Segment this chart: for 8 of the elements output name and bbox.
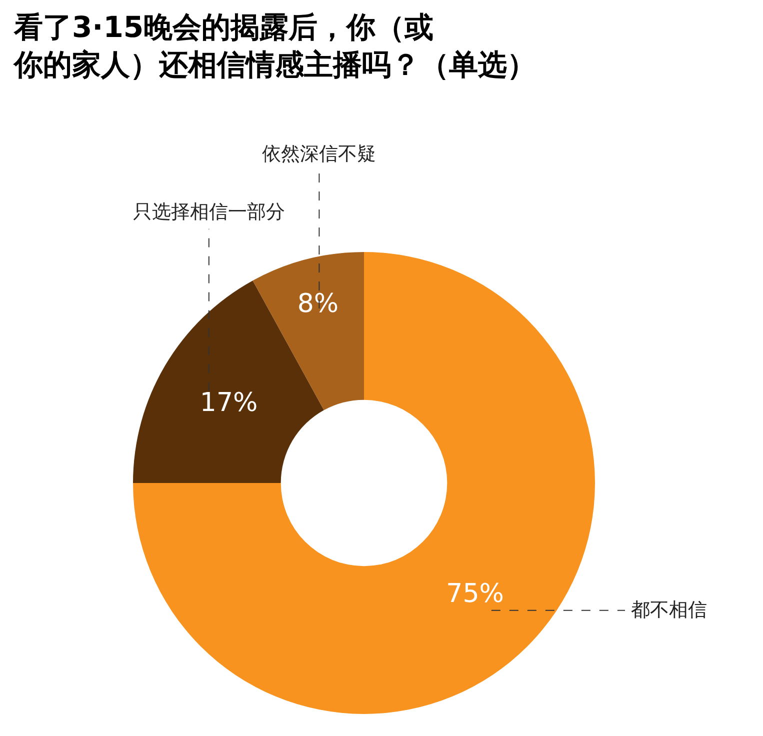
donut-slice	[133, 252, 595, 714]
data-label: 75%	[446, 579, 504, 610]
slice-label: 依然深信不疑	[262, 143, 376, 165]
data-label: 8%	[297, 288, 339, 319]
chart-title: 看了3·15晚会的揭露后，你（或你的家人）还相信情感主播吗？（单选）	[12, 10, 536, 82]
slice-label: 只选择相信一部分	[133, 201, 285, 223]
data-label: 17%	[200, 388, 258, 418]
slice-label: 都不相信	[631, 599, 707, 621]
